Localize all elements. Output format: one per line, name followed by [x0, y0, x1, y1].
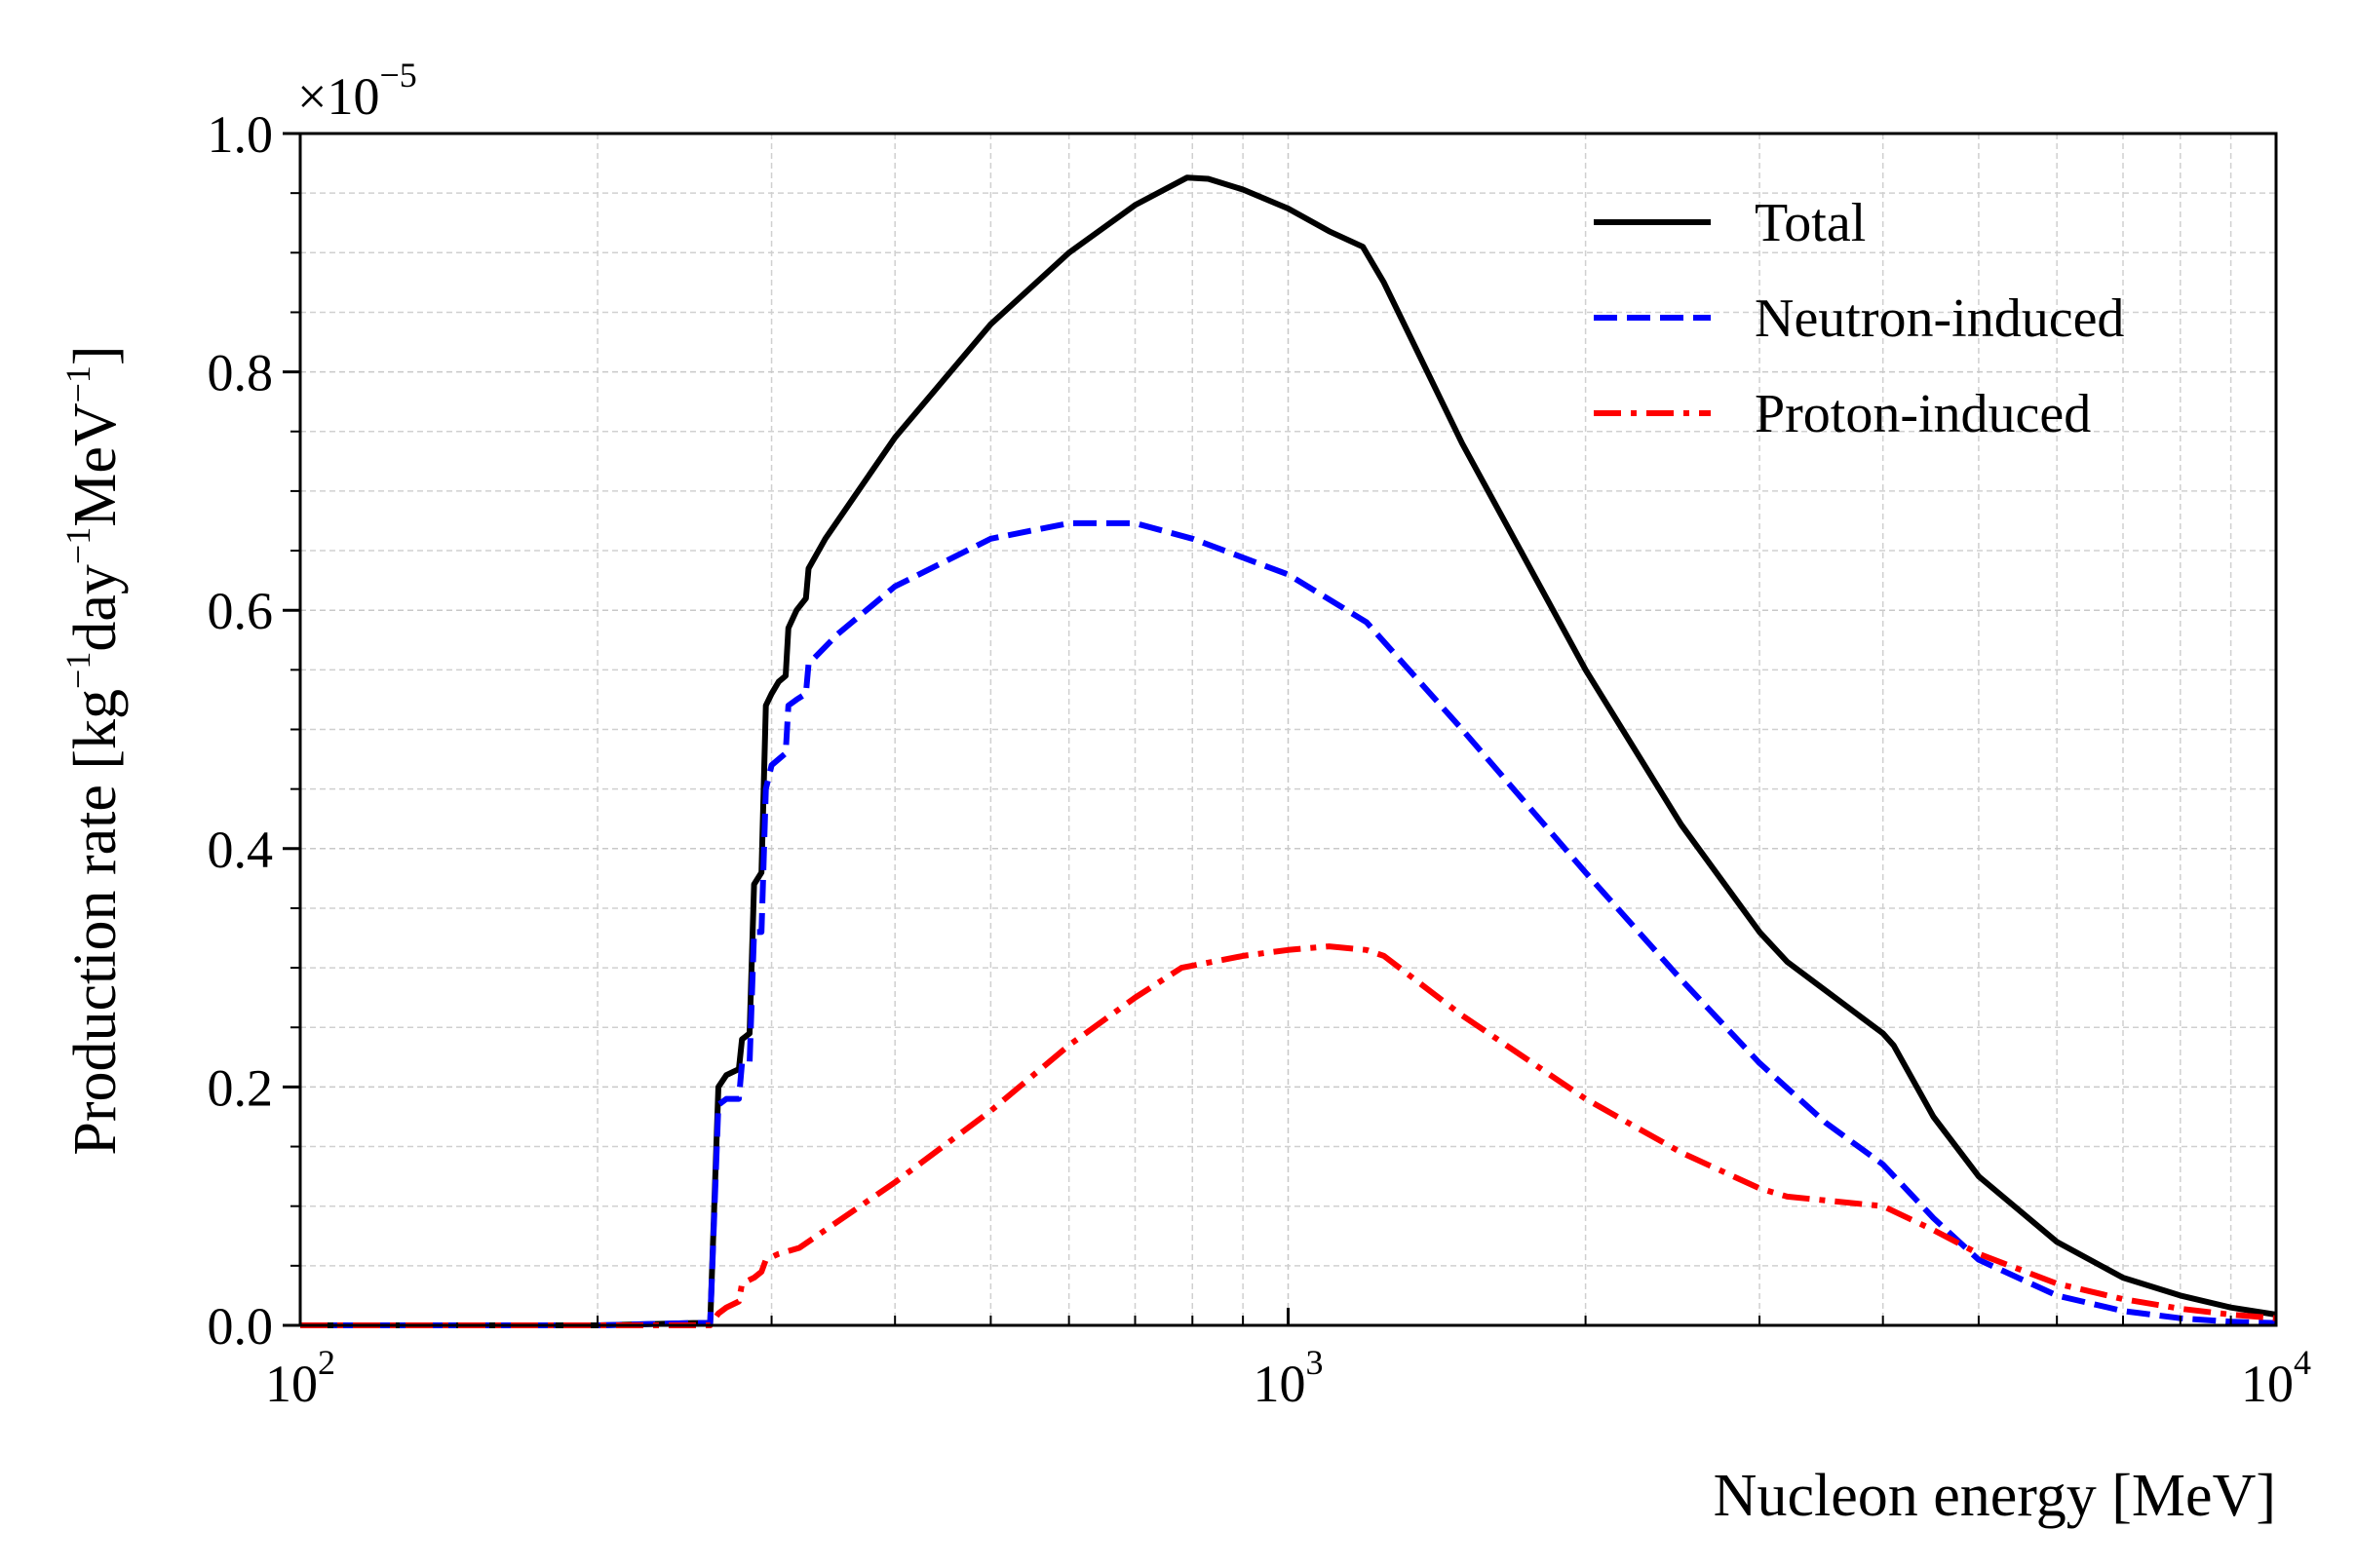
- legend: Total Neutron-induced Proton-induced: [1594, 193, 2124, 444]
- y-tick-label: 0.4: [208, 821, 274, 879]
- y-tick-label: 0.0: [208, 1297, 274, 1356]
- y-tick-label: 0.8: [208, 344, 274, 402]
- legend-label-total: Total: [1755, 193, 1866, 253]
- y-tick-label: 0.6: [208, 582, 274, 640]
- y-scale-multiplier: ×10−5: [297, 56, 417, 126]
- series-line-neutron: [300, 519, 2277, 1328]
- y-tick-label: 1.0: [208, 105, 274, 164]
- y-axis-title: Production rate [kg−1day−1MeV−1]: [58, 345, 129, 1155]
- series-line-proton: [300, 943, 2277, 1328]
- legend-label-proton: Proton-induced: [1755, 384, 2091, 444]
- series-layer: [300, 174, 2277, 1328]
- tick-layer: 102 103 104 0.0 0.2 0.4 0.6 0.8 1.0: [208, 105, 2312, 1413]
- y-tick-label: 0.2: [208, 1058, 274, 1117]
- x-tick-label: 103: [1254, 1343, 1324, 1413]
- legend-label-neutron: Neutron-induced: [1755, 288, 2124, 349]
- x-tick-label: 104: [2241, 1343, 2311, 1413]
- x-axis-title: Nucleon energy [MeV]: [1714, 1463, 2276, 1529]
- x-tick-label: 102: [265, 1343, 335, 1413]
- series-line-total: [300, 174, 2277, 1328]
